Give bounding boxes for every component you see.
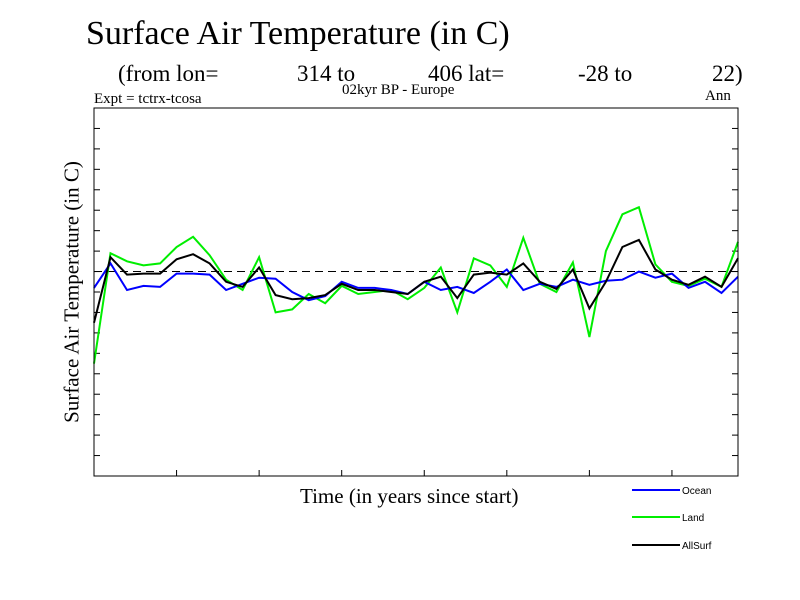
chart-title: Surface Air Temperature (in C) [86, 15, 510, 52]
plot-frame [93, 107, 739, 477]
axis-ticks [94, 127, 738, 476]
series-line-land [93, 205, 739, 364]
subtitle-lat-from: -28 to [578, 61, 633, 86]
subtitle-lon-to-lat: 406 lat= [428, 61, 505, 86]
x-axis-label: Time (in years since start) [300, 484, 519, 508]
subtitle-lon-from: 314 to [297, 61, 356, 86]
legend-label-ocean: Ocean [682, 486, 711, 497]
legend-label-land: Land [682, 513, 704, 524]
subtitle-lon-label: (from lon= [118, 61, 219, 86]
legend-label-allsurf: AllSurf [682, 541, 712, 552]
series-line-allsurf [93, 238, 739, 323]
subtitle-lat-to: 22) [712, 61, 743, 86]
period-label: Ann [705, 88, 731, 104]
legend: Ocean Land AllSurf [632, 486, 712, 552]
region-label: 02kyr BP - Europe [342, 82, 455, 98]
series-layer [93, 205, 739, 364]
experiment-label: Expt = tctrx-tcosa [94, 91, 202, 107]
